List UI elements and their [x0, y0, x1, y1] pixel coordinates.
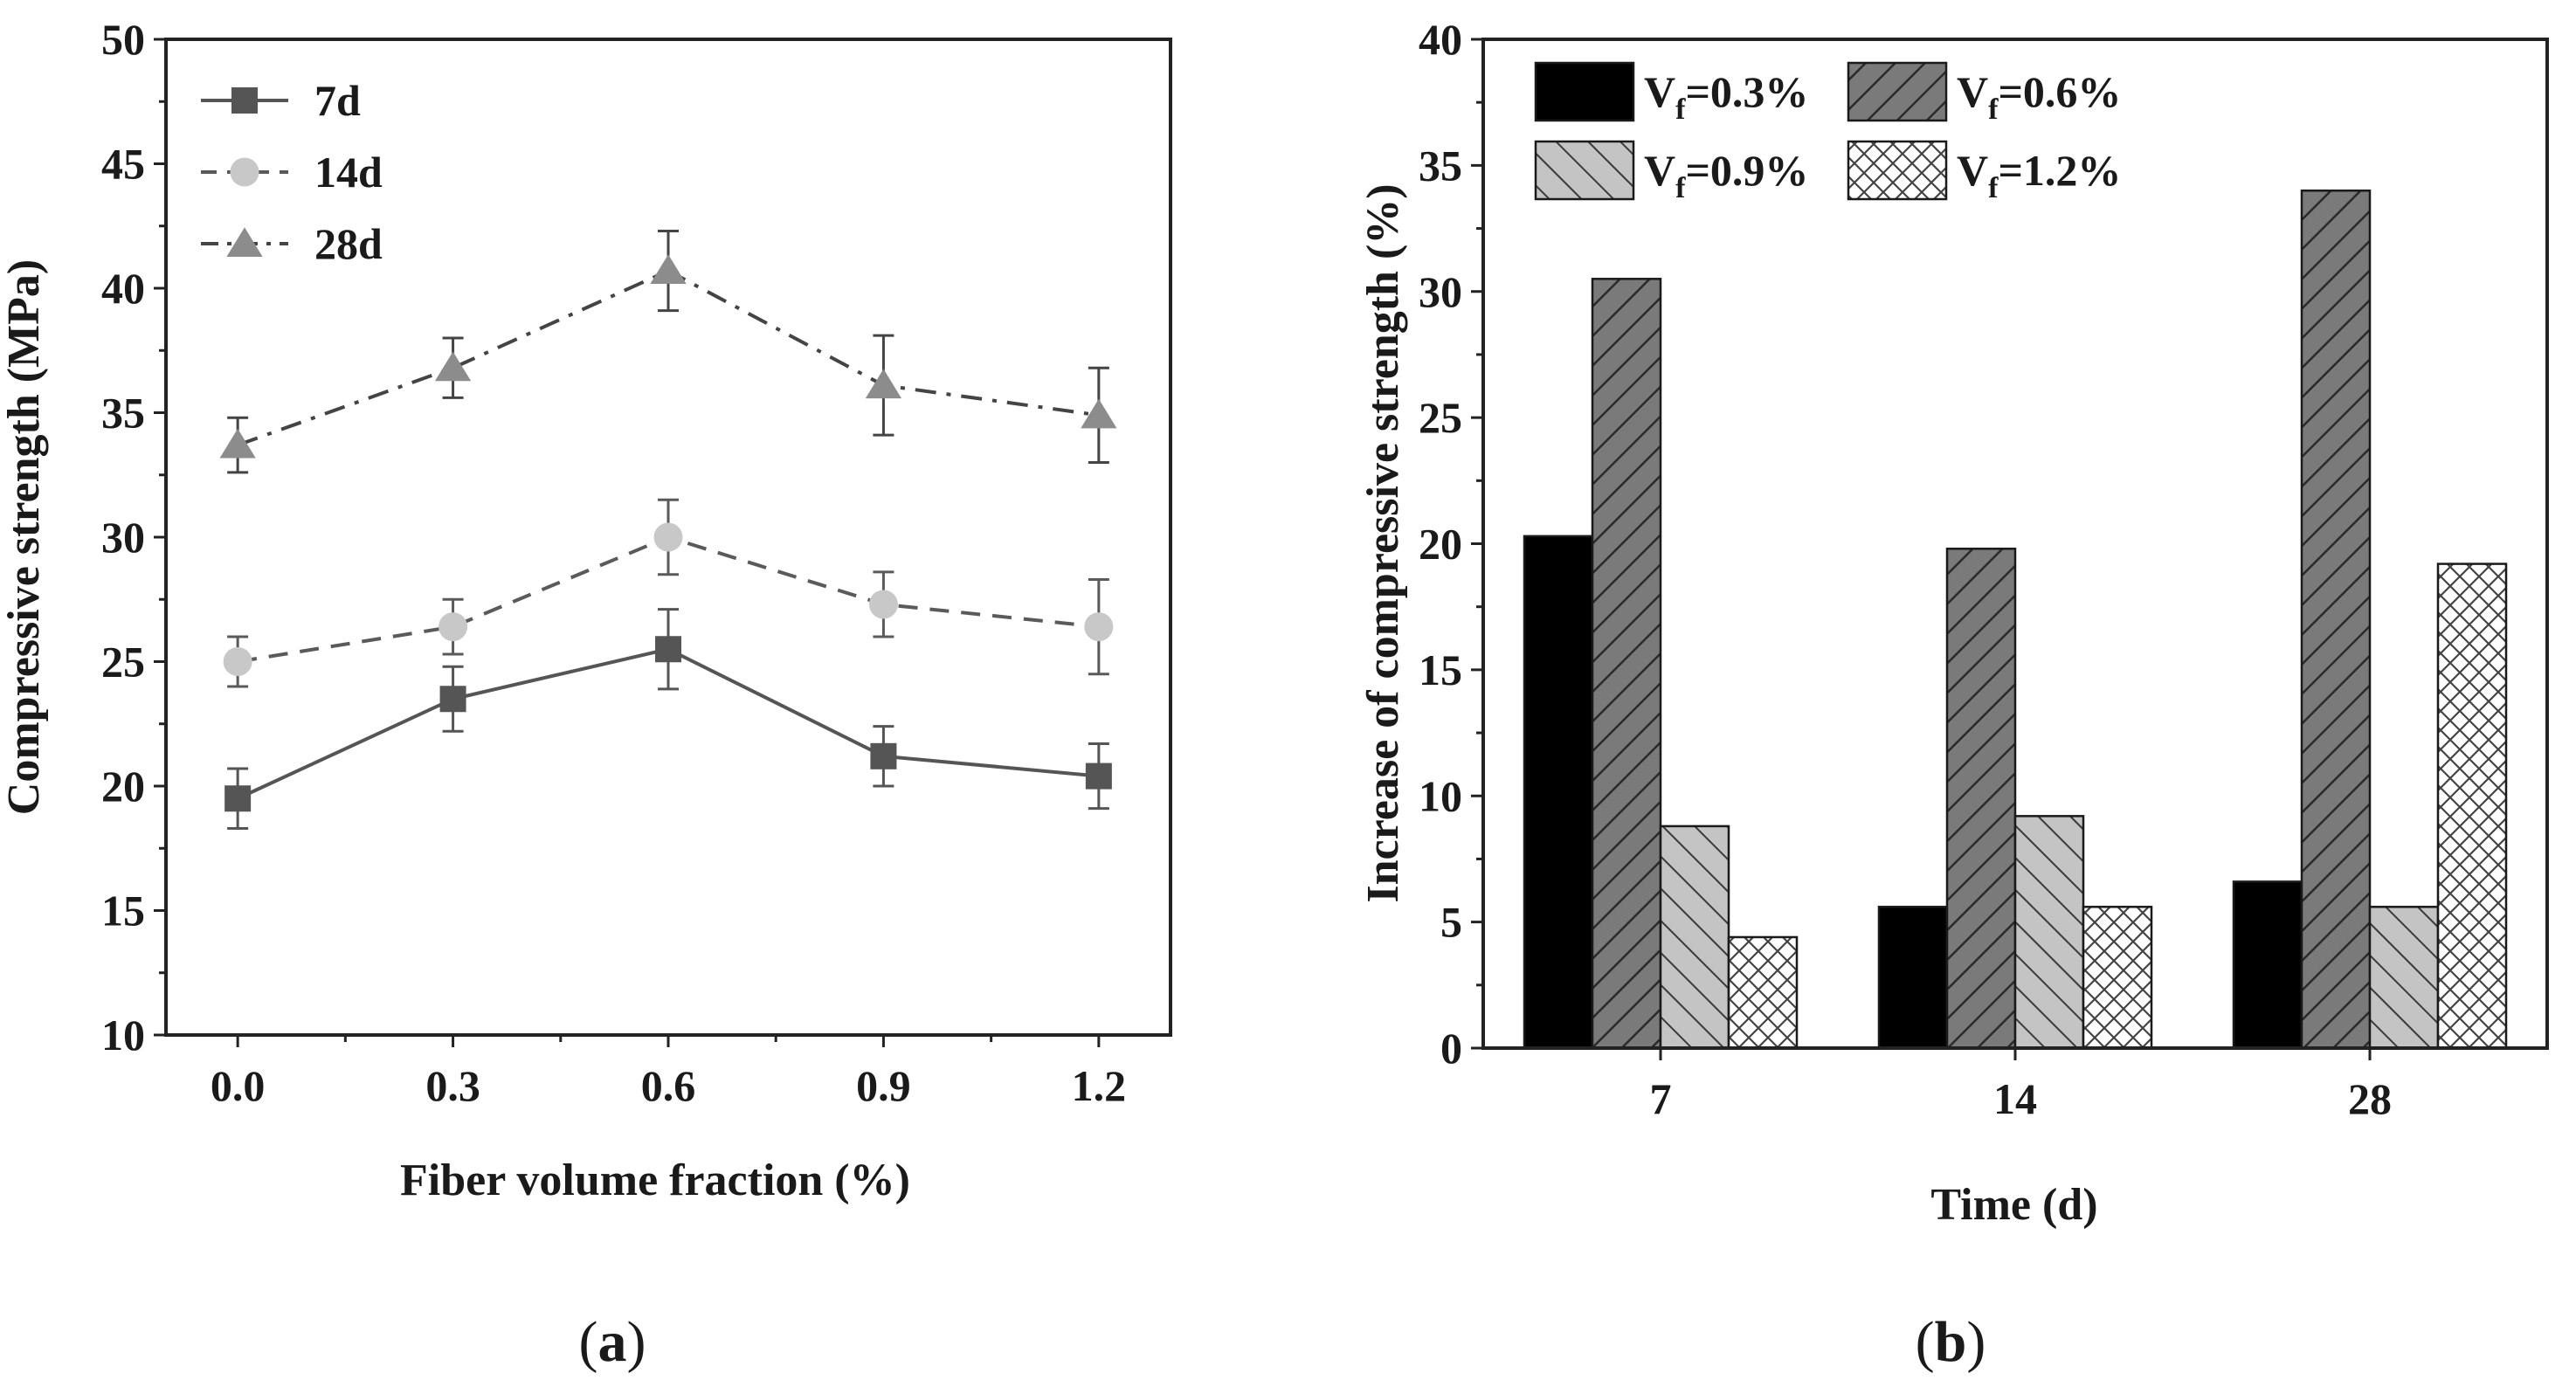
- panel-b-x-tick-label: 7: [1650, 1074, 1672, 1123]
- panel-a-y-axis: 10 15 20 25 30 35 40 45 50: [101, 15, 166, 1059]
- panel-b-legend: Vf=0.3% Vf=0.6% Vf=0.9% Vf=1.2%: [1534, 61, 2121, 204]
- panel-a-point-28d: [650, 254, 687, 285]
- panel-a-point-7d: [655, 636, 681, 663]
- panel-a-x-tick-label: 0.0: [211, 1061, 266, 1110]
- panel-b-bar-28-4: [2436, 562, 2508, 1050]
- panel-b-bars: [1523, 190, 2508, 1050]
- panel-b-legend-swatch: [1534, 61, 1635, 122]
- panel-a-legend-marker: [226, 227, 263, 257]
- panel-a-y-tick-label: 40: [101, 264, 145, 313]
- panel-a-legend: 7d 14d 28d: [201, 76, 383, 268]
- panel-b-legend-swatch: [1847, 140, 1948, 201]
- panel-a-x-tick-label: 1.2: [1072, 1061, 1127, 1110]
- panel-b-y-axis-title: Increase of compressive strength (%): [1358, 183, 1408, 902]
- panel-b-y-tick-label: 25: [1419, 393, 1462, 442]
- panel-b-x-axis: 7 14 28: [1650, 1048, 2392, 1123]
- panel-b-bar-7-4: [1727, 935, 1799, 1050]
- panel-a-x-tick-label: 0.6: [641, 1061, 696, 1110]
- panel-b-y-tick-label: 15: [1419, 645, 1462, 694]
- panel-a-label: (a): [579, 1310, 646, 1374]
- panel-a-point-7d: [870, 742, 897, 769]
- panel-b-y-tick-label: 0: [1440, 1024, 1462, 1073]
- panel-a-point-7d: [439, 686, 466, 713]
- panel-a-series-28d: [219, 229, 1117, 474]
- panel-a-y-axis-title: Compressive strength (MPa): [0, 259, 49, 815]
- panel-b-legend-entry: Vf=0.9%: [1534, 140, 1808, 204]
- panel-b-bar-14-3: [2013, 815, 2085, 1050]
- panel-a-legend-entry: 14d: [201, 148, 383, 197]
- panel-b-bar-14-1: [1877, 906, 1949, 1050]
- panel-a-x-tick-label: 0.9: [856, 1061, 911, 1110]
- panel-a-legend-label: 28d: [314, 219, 383, 268]
- panel-a-point-14d: [223, 647, 252, 676]
- panel-a-legend-marker: [230, 157, 259, 187]
- panel-a-y-tick-label: 30: [101, 513, 145, 562]
- panel-b-legend-label: Vf=0.3%: [1644, 67, 1808, 126]
- panel-a-legend-entry: 28d: [201, 219, 383, 268]
- panel-a-point-14d: [653, 522, 683, 552]
- panel-a-y-tick-label: 20: [101, 762, 145, 811]
- panel-b-legend-swatch: [1534, 140, 1635, 201]
- panel-a-legend-label: 14d: [314, 148, 383, 197]
- panel-a-legend-marker: [231, 87, 258, 114]
- panel-b-bar-7-2: [1591, 278, 1662, 1050]
- panel-b-bar-28-2: [2300, 190, 2372, 1050]
- panel-a-point-7d: [224, 785, 252, 812]
- panel-a-point-14d: [868, 590, 898, 619]
- panel-b-legend-entry: Vf=0.3%: [1534, 61, 1808, 126]
- panel-b-y-tick-label: 5: [1440, 898, 1462, 947]
- panel-b-y-tick-label: 35: [1419, 141, 1462, 190]
- panel-a-y-tick-label: 50: [101, 15, 145, 64]
- panel-a-y-tick-label: 45: [101, 140, 145, 189]
- panel-b-y-tick-label: 40: [1419, 15, 1462, 64]
- panel-b-y-axis: 0 5 10 15 20 25 30 35 40: [1419, 15, 1483, 1073]
- panel-b-x-tick-label: 28: [2348, 1074, 2392, 1123]
- panel-b-bar-28-1: [2232, 880, 2303, 1050]
- panel-a-point-28d: [1081, 398, 1117, 429]
- panel-b-legend-label: Vf=1.2%: [1957, 146, 2121, 204]
- panel-a-x-axis: 0.0 0.3 0.6 0.9 1.2: [211, 1035, 1126, 1110]
- panel-a-line-chart: 10 15 20 25 30 35 40 45 50 0.0 0.3 0.6 0.9 1.2 7d 14d…: [0, 15, 1172, 1374]
- panel-b-label: (b): [1916, 1310, 1986, 1374]
- panel-b-bar-7-3: [1659, 825, 1730, 1050]
- panel-a-legend-entry: 7d: [201, 76, 361, 125]
- panel-a-series-7d: [224, 608, 1112, 830]
- panel-a-y-tick-label: 15: [101, 887, 145, 935]
- panel-a-point-28d: [434, 351, 472, 382]
- panel-a-point-28d: [865, 369, 902, 399]
- panel-a-x-axis-title: Fiber volume fraction (%): [400, 1156, 910, 1205]
- panel-b-legend-label: Vf=0.9%: [1644, 146, 1808, 204]
- panel-b-y-tick-label: 30: [1419, 267, 1462, 316]
- panel-b-legend-entry: Vf=0.6%: [1847, 61, 2121, 126]
- panel-a-y-tick-label: 35: [101, 389, 145, 438]
- panel-b-bar-14-4: [2082, 906, 2153, 1050]
- panel-a-legend-label: 7d: [314, 76, 361, 125]
- panel-b-x-axis-title: Time (d): [1930, 1180, 2097, 1230]
- panel-a-y-tick-label: 25: [101, 638, 145, 687]
- panel-b-y-tick-label: 10: [1419, 771, 1462, 820]
- panel-b-legend-swatch: [1847, 61, 1948, 122]
- panel-b-legend-entry: Vf=1.2%: [1847, 140, 2121, 204]
- panel-a-series-14d: [223, 498, 1114, 688]
- panel-b-x-tick-label: 14: [1993, 1074, 2037, 1123]
- panel-a-point-7d: [1085, 762, 1112, 790]
- panel-a-x-tick-label: 0.3: [425, 1061, 480, 1110]
- panel-a-point-14d: [1084, 612, 1114, 642]
- panel-a-series: [219, 229, 1117, 830]
- panel-b-y-tick-label: 20: [1419, 520, 1462, 569]
- panel-b-bar-7-1: [1523, 535, 1594, 1050]
- panel-a-point-28d: [219, 428, 256, 459]
- panel-b-bar-14-2: [1945, 548, 2017, 1050]
- panel-a-point-14d: [439, 612, 468, 642]
- panel-b-bar-28-3: [2368, 906, 2440, 1050]
- panel-a-y-tick-label: 10: [101, 1011, 145, 1059]
- panel-b-legend-label: Vf=0.6%: [1957, 67, 2121, 126]
